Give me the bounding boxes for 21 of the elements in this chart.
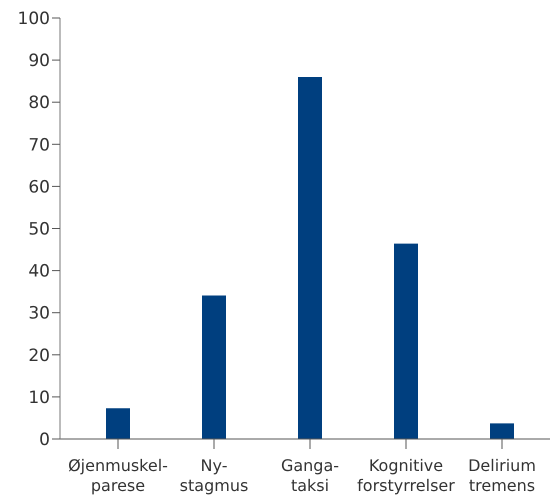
bar — [298, 76, 322, 439]
bar — [490, 423, 514, 439]
y-tick-label: 10 — [28, 388, 50, 408]
x-tick-label: Ny- stagmus — [180, 456, 248, 495]
bar — [106, 408, 130, 439]
y-tick-label: 30 — [28, 304, 50, 324]
x-tick-label: Kognitive forstyrrelser — [357, 456, 456, 495]
y-tick-label: 60 — [28, 177, 50, 198]
x-tick-label: Ganga- taksi — [280, 456, 340, 495]
x-tick-label: Øjenmuskel- parese — [68, 456, 168, 495]
y-tick-label: 40 — [28, 262, 50, 282]
y-tick-label: 70 — [28, 135, 50, 156]
y-tick-label: 100 — [18, 9, 50, 30]
y-tick-label: 0 — [39, 430, 50, 450]
bar — [394, 244, 418, 439]
y-tick-label: 80 — [28, 93, 50, 114]
y-tick-label: 50 — [28, 220, 50, 240]
x-tick-label: Delirium tremens — [468, 456, 536, 495]
bar — [202, 295, 226, 439]
y-tick-label: 20 — [28, 346, 50, 366]
y-tick-label: 90 — [28, 51, 50, 72]
